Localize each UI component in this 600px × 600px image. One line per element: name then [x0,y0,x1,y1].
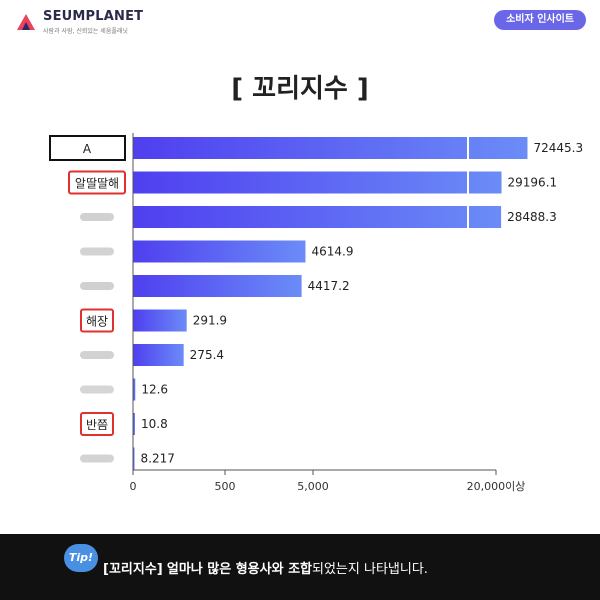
bar-6 [133,344,184,366]
x-tick-label-2: 5,000 [297,480,329,493]
category-label-8: 반쯤 [86,418,108,432]
bar-1 [133,171,502,194]
footer-tip: Tip! [꼬리지수] 얼마나 많은 형용사와 조합되었는지 나타냅니다. [0,534,600,600]
category-redacted-4 [80,282,114,290]
category-redacted-6 [80,351,114,359]
consumer-insight-badge[interactable]: 소비자 인사이트 [494,10,586,30]
value-label-8: 10.8 [141,417,168,431]
category-label-1: 알딸딸해 [75,177,119,191]
bar-9 [133,447,135,470]
category-highlight-1 [68,170,126,195]
tip-rest-text: 되었는지 나타냅니다. [312,562,428,577]
category-redacted-2 [80,213,114,221]
bar-8 [133,413,135,435]
category-label-5: 해장 [86,315,108,329]
value-label-9: 8.217 [141,452,175,466]
bar-3 [133,240,306,263]
category-highlight-8 [80,412,114,436]
bar-4 [133,275,302,297]
category-box-0 [49,135,126,161]
category-label-0: A [83,142,92,156]
category-redacted-7 [80,385,114,394]
category-highlight-5 [80,308,114,333]
tip-badge: Tip! [64,544,98,572]
value-label-1: 29196.1 [508,176,558,190]
bar-2 [133,206,502,228]
value-label-0: 72445.3 [533,141,583,155]
tip-term: [꼬리지수] [103,562,163,577]
value-label-3: 4614.9 [311,245,353,259]
x-tick-label-3: 20,000이상 [467,480,526,493]
brand-tagline: 사람과 사람, 신뢰있는 세움플래닛 [43,28,128,35]
x-tick-label-0: 0 [130,480,137,493]
x-tick-label-1: 500 [215,480,236,493]
seumplanet-logo-icon [17,14,35,30]
bar-7 [133,378,136,401]
page-title: [ 꼬리지수 ] [231,74,369,104]
value-label-2: 28488.3 [507,210,557,224]
tip-bold-text: 얼마나 많은 형용사와 조합 [166,562,313,577]
bar-5 [133,309,187,332]
value-label-7: 12.6 [141,383,168,397]
tip-text: [꼬리지수] 얼마나 많은 형용사와 조합되었는지 나타냅니다. [103,558,428,577]
value-label-6: 275.4 [190,348,224,362]
value-label-4: 4417.2 [308,279,350,293]
tail-index-bar-chart: 72445.3 A 29196.1 알딸딸해 28488.3 4614.9 4417.2 29… [49,133,583,493]
value-label-5: 291.9 [193,314,227,328]
category-redacted-9 [80,454,114,463]
category-redacted-3 [80,247,114,256]
brand-name: SEUMPLANET [43,9,144,24]
header: SEUMPLANET 사람과 사람, 신뢰있는 세움플래닛 소비자 인사이트 [0,0,600,50]
bar-0 [133,137,528,159]
